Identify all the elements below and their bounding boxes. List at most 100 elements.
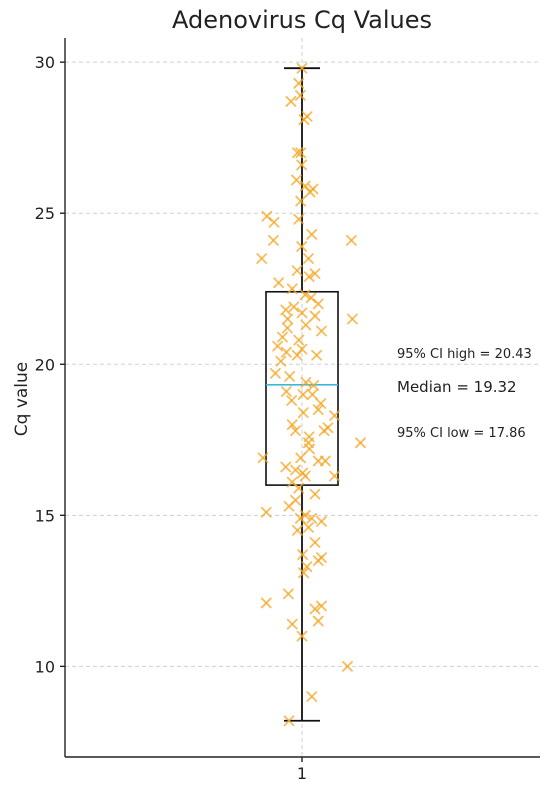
data-point-stroke xyxy=(312,404,324,415)
data-point-stroke xyxy=(277,331,288,343)
data-point xyxy=(316,600,327,612)
data-point xyxy=(312,404,324,415)
data-point-stroke xyxy=(345,235,357,246)
data-point xyxy=(309,310,321,322)
data-point xyxy=(286,395,298,406)
data-point xyxy=(282,313,294,325)
data-point-stroke xyxy=(282,313,294,325)
data-point xyxy=(280,304,292,316)
data-point xyxy=(260,506,272,518)
data-point-stroke xyxy=(261,210,273,222)
tick-labels: 10 15 20 25 30 1 xyxy=(35,53,307,783)
data-point xyxy=(284,370,296,382)
data-point-stroke xyxy=(291,265,303,277)
data-point-stroke xyxy=(290,464,301,476)
y-tick-label: 25 xyxy=(35,204,55,223)
data-point-stroke xyxy=(305,292,317,304)
data-point-stroke xyxy=(311,349,323,361)
data-point-stroke xyxy=(269,367,281,379)
data-point-stroke xyxy=(301,561,313,573)
data-point-stroke xyxy=(299,289,311,301)
data-point xyxy=(309,488,321,500)
data-point xyxy=(267,235,279,246)
data-point xyxy=(329,410,340,422)
data-point-stroke xyxy=(309,268,321,280)
data-point xyxy=(286,283,298,295)
data-point xyxy=(283,715,295,727)
data-point-stroke xyxy=(283,715,295,727)
data-point xyxy=(306,228,318,240)
axes xyxy=(60,38,540,762)
data-point-stroke xyxy=(299,509,311,521)
data-point xyxy=(293,334,305,346)
data-point-stroke xyxy=(292,525,303,536)
data-point-stroke xyxy=(280,386,292,397)
data-point-stroke xyxy=(308,380,320,391)
data-point-stroke xyxy=(268,216,280,228)
data-point-stroke xyxy=(291,174,302,186)
data-point xyxy=(295,195,307,207)
data-point-stroke xyxy=(309,537,321,548)
data-point-stroke xyxy=(294,512,306,524)
data-point-stroke xyxy=(296,241,308,252)
data-point xyxy=(290,425,301,437)
data-point xyxy=(298,567,310,579)
data-point xyxy=(300,376,312,388)
data-point-stroke xyxy=(294,89,306,101)
data-point-stroke xyxy=(296,159,308,171)
data-point-stroke xyxy=(284,370,296,382)
data-point xyxy=(282,588,294,600)
data-point-stroke xyxy=(329,410,340,422)
data-point xyxy=(273,277,285,289)
data-point-stroke xyxy=(282,588,294,600)
data-point xyxy=(297,549,309,560)
data-point xyxy=(297,389,309,400)
data-point xyxy=(306,691,318,702)
data-point xyxy=(294,89,306,101)
data-point-stroke xyxy=(275,355,287,367)
data-point xyxy=(260,597,272,609)
data-point-stroke xyxy=(296,62,308,74)
data-point xyxy=(269,367,281,379)
data-point-stroke xyxy=(329,470,340,482)
data-point xyxy=(300,319,312,331)
data-point-stroke xyxy=(260,597,272,609)
data-point-stroke xyxy=(293,77,305,89)
data-point xyxy=(296,241,308,252)
data-point xyxy=(303,271,315,283)
data-point xyxy=(286,618,298,630)
data-point xyxy=(290,464,301,476)
data-point xyxy=(304,186,316,198)
data-point-stroke xyxy=(293,334,305,346)
data-point xyxy=(277,331,288,343)
data-point-stroke xyxy=(256,253,268,264)
data-point xyxy=(285,96,297,107)
data-point xyxy=(280,386,292,397)
data-point xyxy=(268,216,280,228)
data-point-stroke xyxy=(301,111,313,122)
data-point xyxy=(295,147,307,159)
data-point xyxy=(293,77,305,89)
data-point-stroke xyxy=(286,283,298,295)
data-point xyxy=(319,455,331,467)
data-point-stroke xyxy=(295,147,307,159)
data-point-stroke xyxy=(306,228,318,240)
data-point xyxy=(346,313,358,325)
data-point xyxy=(355,437,366,449)
data-point-stroke xyxy=(306,389,318,400)
data-point-stroke xyxy=(316,325,327,337)
data-point-stroke xyxy=(293,213,305,225)
data-point-stroke xyxy=(303,253,314,264)
data-point-stroke xyxy=(316,600,327,612)
data-point xyxy=(275,355,287,367)
data-point-stroke xyxy=(299,470,311,482)
data-point xyxy=(299,509,311,521)
data-point-stroke xyxy=(297,389,309,400)
ci-high-annotation: 95% CI high = 20.43 xyxy=(397,347,532,362)
data-point-stroke xyxy=(292,147,303,159)
data-point-stroke xyxy=(286,419,298,431)
data-point-stroke xyxy=(295,195,307,207)
data-point xyxy=(299,470,311,482)
data-point xyxy=(312,555,324,567)
